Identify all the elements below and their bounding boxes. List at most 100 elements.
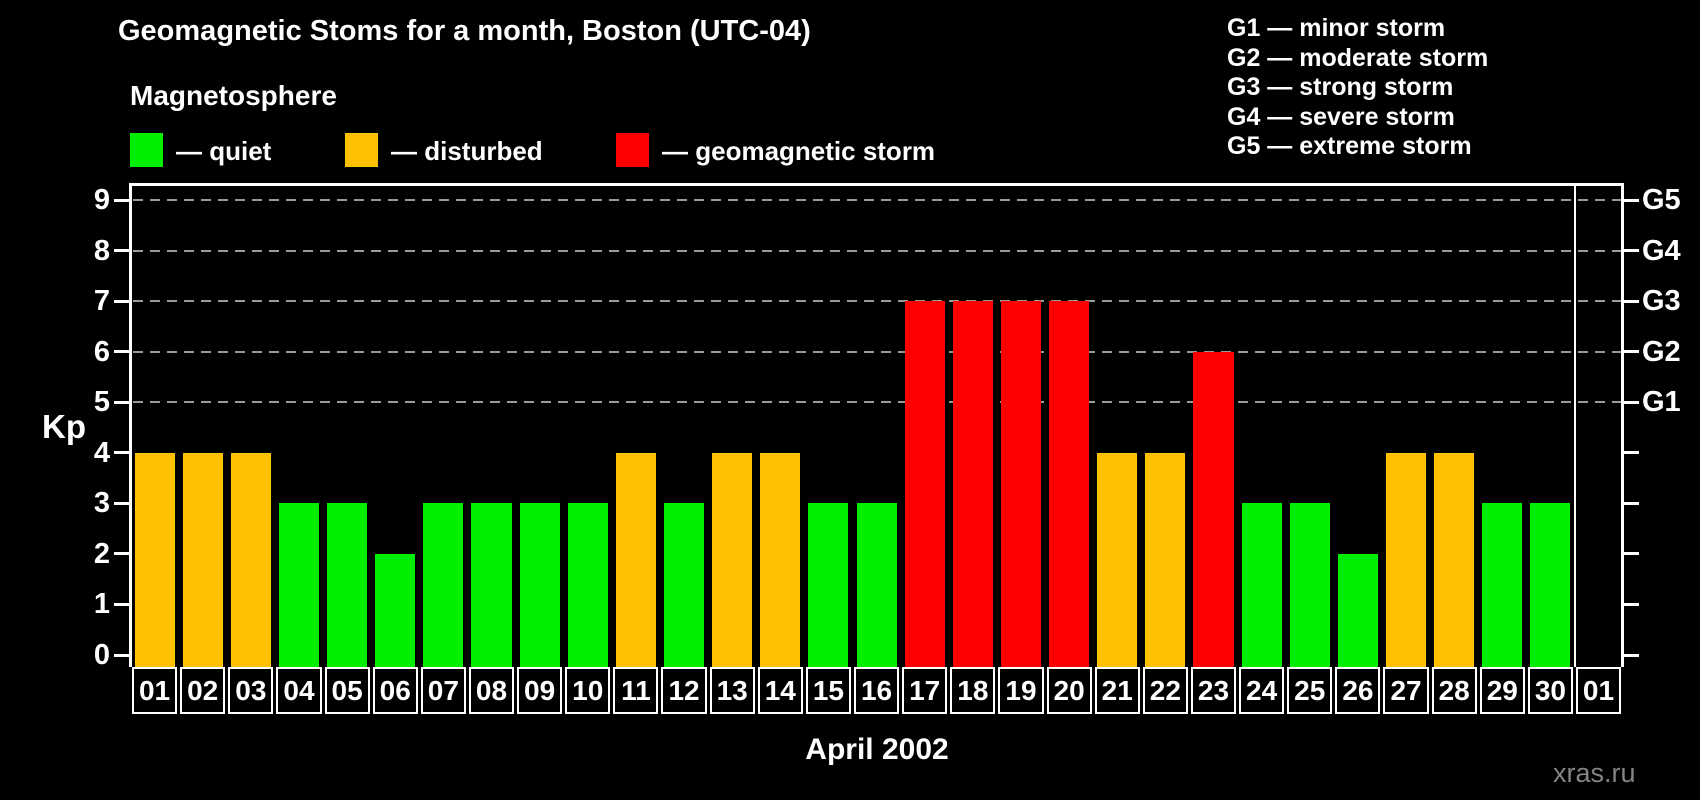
legend-swatch-quiet xyxy=(130,133,163,167)
left-tick-9 xyxy=(114,198,129,202)
day-cell-23: 23 xyxy=(1190,667,1237,714)
left-tick-6 xyxy=(114,350,129,354)
day-cell-26: 26 xyxy=(1335,667,1381,714)
right-tick-0 xyxy=(1624,653,1639,657)
bar-day-18 xyxy=(952,301,993,668)
day-cell-12: 12 xyxy=(661,667,707,714)
bar-day-11 xyxy=(615,452,656,668)
left-tick-2 xyxy=(114,552,129,556)
right-axis-label-G5: G5 xyxy=(1642,184,1681,216)
left-tick-label-2: 2 xyxy=(93,537,110,570)
right-tick-7 xyxy=(1624,299,1639,303)
left-tick-label-7: 7 xyxy=(93,285,110,318)
day-cell-04: 04 xyxy=(276,667,322,714)
bar-day-30 xyxy=(1530,503,1571,668)
day-cell-02: 02 xyxy=(180,667,226,714)
day-cell-29: 29 xyxy=(1479,667,1525,714)
day-cell-next-01: 01 xyxy=(1576,667,1621,714)
left-tick-4 xyxy=(114,451,129,455)
g-legend-line-3: G3 — strong storm xyxy=(1227,73,1454,101)
right-tick-5 xyxy=(1624,400,1639,404)
left-tick-3 xyxy=(114,501,129,505)
bar-day-09 xyxy=(519,503,560,668)
g-legend-line-1: G1 — minor storm xyxy=(1227,14,1446,42)
left-tick-label-0: 0 xyxy=(93,639,110,671)
legend-label-quiet: — quiet xyxy=(176,136,272,166)
day-cell-18: 18 xyxy=(950,667,996,714)
left-tick-label-1: 1 xyxy=(93,588,110,621)
plot-left-axis xyxy=(129,183,132,667)
day-cell-08: 08 xyxy=(468,667,515,714)
gridline-kp7 xyxy=(133,300,1621,303)
g-legend-line-2: G2 — moderate storm xyxy=(1227,43,1489,72)
bar-day-10 xyxy=(567,503,608,668)
bar-day-23 xyxy=(1193,351,1234,668)
bar-day-02 xyxy=(182,452,223,668)
bar-day-12 xyxy=(663,503,705,668)
watermark: xras.ru xyxy=(1553,758,1636,788)
right-axis-label-G1: G1 xyxy=(1642,386,1681,419)
day-cell-14: 14 xyxy=(757,667,803,714)
right-tick-4 xyxy=(1624,451,1639,455)
bar-day-21 xyxy=(1097,452,1138,668)
left-tick-8 xyxy=(114,249,129,253)
bar-day-26 xyxy=(1337,553,1378,668)
day-cell-05: 05 xyxy=(324,667,370,714)
right-tick-3 xyxy=(1624,501,1639,505)
bar-day-08 xyxy=(471,503,512,668)
day-cell-19: 19 xyxy=(998,667,1044,714)
day-cell-15: 15 xyxy=(805,667,851,714)
bar-day-22 xyxy=(1145,452,1186,668)
bar-day-04 xyxy=(278,503,320,668)
day-cell-01: 01 xyxy=(132,667,178,714)
day-cell-27: 27 xyxy=(1383,667,1429,714)
day-cell-25: 25 xyxy=(1287,667,1333,714)
left-tick-label-3: 3 xyxy=(93,487,110,520)
bar-day-24 xyxy=(1241,503,1282,668)
right-tick-6 xyxy=(1624,350,1639,354)
left-tick-label-5: 5 xyxy=(93,386,110,419)
right-axis-label-G2: G2 xyxy=(1642,335,1681,368)
day-cell-30: 30 xyxy=(1527,667,1573,714)
x-axis-label: April 2002 xyxy=(805,733,949,766)
left-tick-label-9: 9 xyxy=(93,184,110,216)
gridline-kp8 xyxy=(133,249,1621,252)
bar-day-27 xyxy=(1385,452,1427,668)
right-axis-label-G4: G4 xyxy=(1642,234,1681,267)
left-tick-5 xyxy=(114,400,129,404)
day-cell-09: 09 xyxy=(517,667,563,714)
right-tick-9 xyxy=(1624,198,1639,202)
day-cell-16: 16 xyxy=(854,667,900,714)
magnetosphere-legend-heading: Magnetosphere xyxy=(130,80,337,111)
month-boundary-line xyxy=(1574,183,1576,667)
day-cell-20: 20 xyxy=(1046,667,1092,714)
bar-day-06 xyxy=(375,553,416,668)
bar-day-15 xyxy=(808,503,849,668)
day-cell-06: 06 xyxy=(372,667,418,714)
left-tick-0 xyxy=(114,653,129,657)
day-cell-07: 07 xyxy=(420,667,466,714)
bar-day-25 xyxy=(1289,503,1330,668)
left-tick-label-8: 8 xyxy=(93,234,110,267)
legend-label-disturbed: — disturbed xyxy=(391,136,543,166)
gridline-kp9 xyxy=(133,199,1621,201)
bar-day-16 xyxy=(856,503,897,668)
bar-day-17 xyxy=(904,301,945,668)
left-tick-label-6: 6 xyxy=(93,335,110,368)
bar-day-13 xyxy=(712,452,753,668)
day-cell-24: 24 xyxy=(1239,667,1285,714)
legend-swatch-storm xyxy=(616,133,649,167)
left-tick-7 xyxy=(114,299,129,303)
right-axis-label-G3: G3 xyxy=(1642,285,1681,318)
y-axis-label: Kp xyxy=(42,408,86,445)
bar-day-19 xyxy=(1000,301,1042,668)
day-cell-17: 17 xyxy=(902,667,948,714)
g-legend-line-4: G4 — severe storm xyxy=(1227,102,1455,131)
day-cell-21: 21 xyxy=(1094,667,1140,714)
bar-day-28 xyxy=(1434,452,1475,668)
left-tick-1 xyxy=(114,602,129,606)
g-legend-line-5: G5 — extreme storm xyxy=(1227,132,1472,160)
right-tick-2 xyxy=(1624,552,1639,556)
day-cell-22: 22 xyxy=(1142,667,1188,714)
